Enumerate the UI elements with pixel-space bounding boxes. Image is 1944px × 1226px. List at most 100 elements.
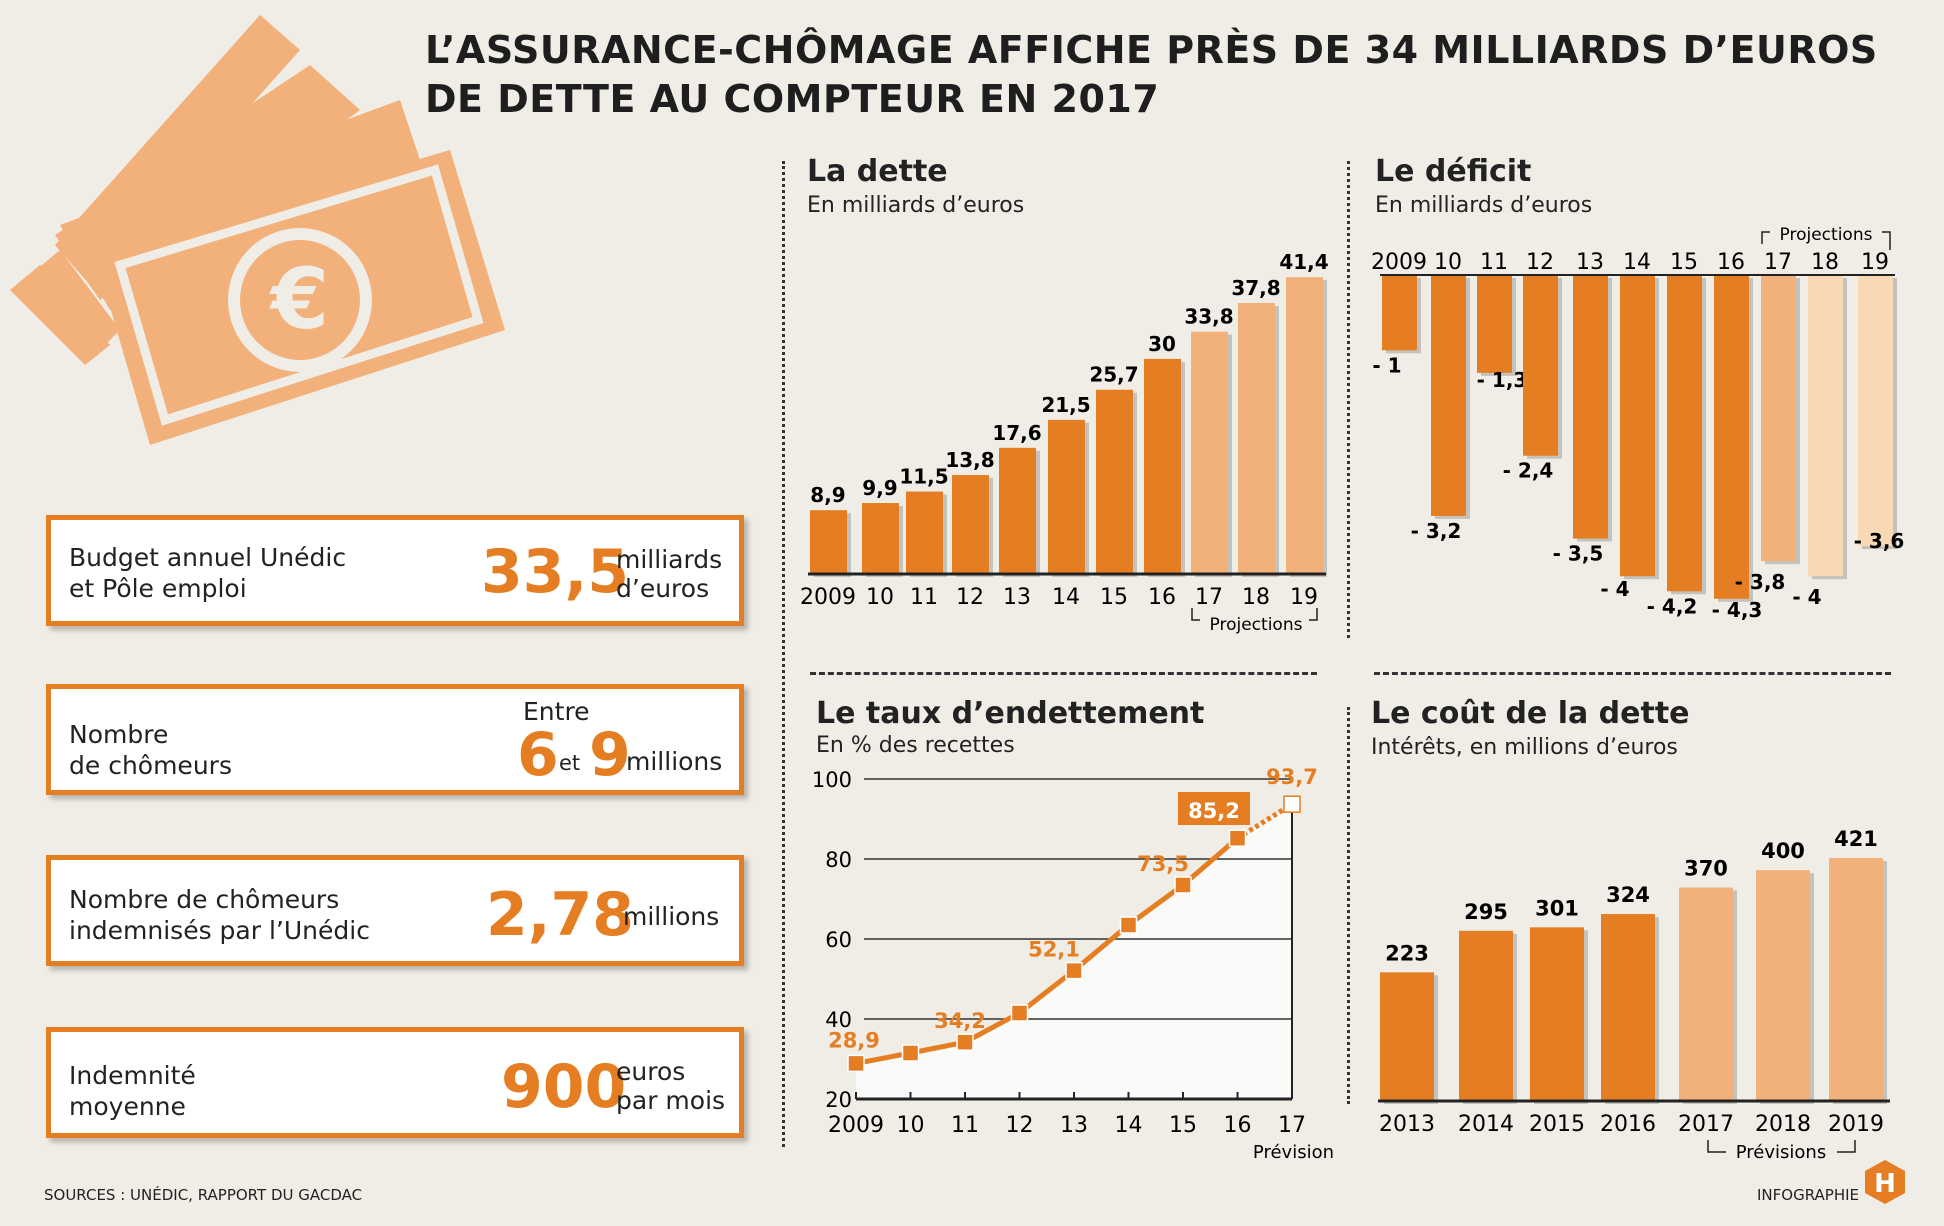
x-tick-label: 11 xyxy=(910,585,938,610)
kpi-value: 900 xyxy=(501,1052,627,1122)
data-point xyxy=(1065,961,1083,980)
debt-chart-title: La dette xyxy=(807,154,948,189)
kpi-value: 33,5 xyxy=(481,537,630,607)
data-label: 30 xyxy=(1148,332,1176,356)
data-label: 52,1 xyxy=(1028,938,1080,962)
forecast-label: Prévision xyxy=(1253,1142,1334,1163)
divider xyxy=(810,672,1317,675)
bar xyxy=(1048,419,1085,574)
data-label: 17,6 xyxy=(992,421,1041,445)
x-tick-label: 18 xyxy=(1811,250,1839,275)
credit: INFOGRAPHIE xyxy=(1757,1186,1860,1204)
x-tick-label: 14 xyxy=(1115,1113,1143,1138)
data-label: 295 xyxy=(1464,900,1508,924)
svg-text:H: H xyxy=(1874,1169,1896,1199)
y-tick-label: 20 xyxy=(825,1088,852,1112)
bar xyxy=(1477,275,1512,373)
x-tick-label: 12 xyxy=(1006,1113,1034,1138)
bar xyxy=(1573,275,1608,539)
euro-symbol: € xyxy=(269,250,329,348)
kpi-and: et xyxy=(559,751,581,775)
title-line-1: L’ASSURANCE-CHÔMAGE AFFICHE PRÈS DE 34 M… xyxy=(425,28,1878,72)
data-label: 421 xyxy=(1834,827,1878,851)
data-label: 400 xyxy=(1761,839,1805,863)
projection-bracket xyxy=(1191,608,1318,621)
x-tick-label: 2009 xyxy=(828,1113,884,1138)
data-label: 25,7 xyxy=(1089,363,1138,387)
x-tick-label: 11 xyxy=(951,1113,979,1138)
x-tick-label: 19 xyxy=(1861,250,1889,275)
data-label: - 3,5 xyxy=(1553,542,1604,566)
kpi-unit: euros par mois xyxy=(616,1057,726,1115)
bar xyxy=(1191,331,1228,574)
bar xyxy=(1756,870,1810,1101)
x-tick-label: 2018 xyxy=(1755,1112,1811,1137)
cost-chart-title: Le coût de la dette xyxy=(1371,696,1690,731)
x-tick-label: 12 xyxy=(1526,250,1554,275)
x-tick-label: 17 xyxy=(1195,585,1223,610)
publisher-logo: H xyxy=(1865,1160,1905,1204)
kpi-unemployed: Nombre de chômeurs Entre 6 et 9 millions xyxy=(46,684,744,795)
kpi-prefix: Entre xyxy=(523,697,590,726)
bar xyxy=(1858,275,1893,547)
bar xyxy=(1601,914,1655,1101)
bar xyxy=(906,491,943,574)
bar xyxy=(1808,275,1843,577)
x-tick-label: 14 xyxy=(1052,585,1080,610)
x-tick-label: 14 xyxy=(1623,250,1651,275)
bar xyxy=(1530,927,1584,1101)
bar xyxy=(999,447,1036,574)
sources: SOURCES : UNÉDIC, RAPPORT DU GACDAC xyxy=(44,1186,363,1204)
divider xyxy=(1347,161,1350,638)
kpi-unit: millions xyxy=(626,747,723,776)
data-label: 11,5 xyxy=(899,465,948,489)
data-point xyxy=(1174,876,1192,894)
data-point xyxy=(956,1033,974,1051)
data-label: - 3,8 xyxy=(1735,570,1786,594)
title-line-2: DE DETTE AU COMPTEUR EN 2017 xyxy=(425,77,1160,121)
bar xyxy=(1667,275,1702,592)
kpi-value-min: 6 xyxy=(517,720,559,790)
data-label: 73,5 xyxy=(1137,852,1189,876)
data-point xyxy=(901,1044,920,1062)
x-tick-label: 18 xyxy=(1242,585,1270,610)
x-tick-label: 16 xyxy=(1148,585,1176,610)
x-tick-label: 16 xyxy=(1717,250,1745,275)
y-tick-label: 80 xyxy=(825,848,852,872)
data-point xyxy=(1119,916,1138,934)
cost-chart-subtitle: Intérêts, en millions d’euros xyxy=(1371,735,1678,760)
kpi-label: Nombre de chômeurs xyxy=(69,720,232,780)
divider xyxy=(1374,672,1891,675)
y-tick-label: 40 xyxy=(825,1008,852,1032)
forecast-line xyxy=(1236,802,1294,841)
data-label: - 3,6 xyxy=(1854,529,1905,553)
data-label: - 3,2 xyxy=(1411,519,1462,543)
data-label: 34,2 xyxy=(934,1009,986,1033)
data-label: 21,5 xyxy=(1041,393,1090,417)
data-label: 8,9 xyxy=(810,483,845,507)
x-tick-label: 2019 xyxy=(1828,1112,1884,1137)
x-tick-label: 13 xyxy=(1060,1113,1088,1138)
debt-chart-subtitle: En milliards d’euros xyxy=(807,193,1025,218)
projection-label: Projections xyxy=(1210,615,1303,635)
kpi-budget: Budget annuel Unédic et Pôle emploi 33,5 … xyxy=(46,515,744,626)
projection-label: Prévisions xyxy=(1736,1142,1826,1163)
data-label: 33,8 xyxy=(1184,305,1233,329)
x-tick-label: 2017 xyxy=(1678,1112,1734,1137)
bar xyxy=(1431,275,1466,516)
data-label: 37,8 xyxy=(1231,276,1280,300)
data-label: 41,4 xyxy=(1279,250,1328,274)
kpi-label: Budget annuel Unédic et Pôle emploi xyxy=(69,543,347,603)
bar xyxy=(1459,930,1513,1101)
data-label: 223 xyxy=(1385,941,1429,965)
data-point xyxy=(847,1054,865,1073)
y-tick-label: 60 xyxy=(825,928,852,952)
bar xyxy=(810,510,847,574)
data-point xyxy=(1228,829,1247,847)
data-label: - 4 xyxy=(1792,585,1821,609)
kpi-label: Nombre de chômeurs indemnisés par l’Unédi… xyxy=(69,885,370,945)
data-point xyxy=(1010,1004,1029,1022)
area-fill xyxy=(856,804,1292,1099)
x-tick-label: 17 xyxy=(1278,1113,1306,1138)
x-tick-label: 12 xyxy=(956,585,984,610)
